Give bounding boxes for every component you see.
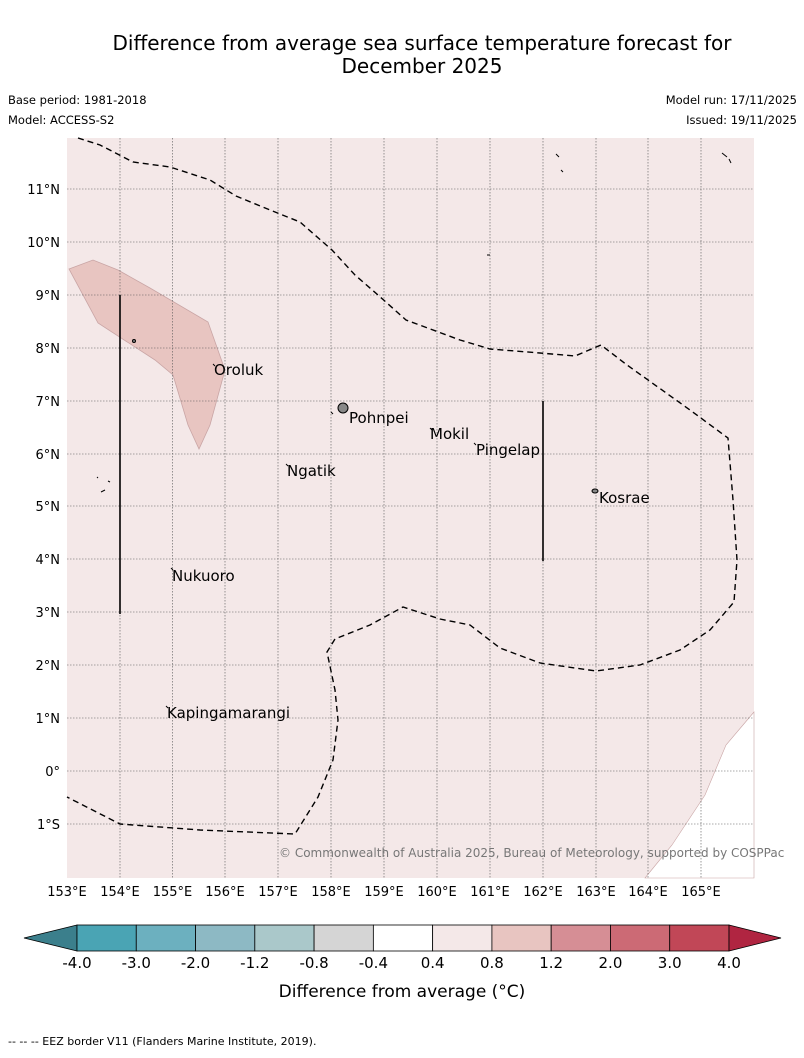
colorbar-cell (254, 924, 315, 952)
title-line-1: Difference from average sea surface temp… (112, 31, 732, 55)
colorbar-cell (550, 924, 611, 952)
lon-label: 154°E (100, 885, 140, 900)
colorbar-tick-label: 3.0 (658, 954, 682, 972)
eez-footnote: -- -- -- EEZ border V11 (Flanders Marine… (8, 1035, 317, 1048)
colorbar-over-arrow (728, 924, 782, 952)
place-label-kosrae: Kosrae (599, 489, 650, 507)
lon-label: 157°E (258, 885, 298, 900)
lon-label: 155°E (153, 885, 193, 900)
lat-label: 6°N (36, 448, 61, 463)
lon-label: 165°E (681, 885, 721, 900)
colorbar-cell (372, 924, 434, 952)
lat-label: 0° (45, 765, 60, 780)
colorbar-cell (76, 924, 137, 952)
lon-label: 158°E (311, 885, 351, 900)
no-data-area (644, 711, 755, 879)
lon-label: 163°E (576, 885, 616, 900)
colorbar-cell (195, 924, 256, 952)
lon-label: 161°E (470, 885, 510, 900)
colorbar-tick-label: 1.2 (539, 954, 563, 972)
pohnpei-island-icon (337, 402, 349, 414)
place-label-pohnpei: Pohnpei (349, 409, 409, 427)
lon-label: 164°E (628, 885, 668, 900)
lon-label: 160°E (417, 885, 457, 900)
warm-anomaly-patch (68, 259, 226, 450)
chart-title: Difference from average sea surface temp… (0, 32, 804, 78)
atoll-icon (132, 339, 136, 343)
place-label-pingelap: Pingelap (476, 441, 540, 459)
place-label-mokil: Mokil (430, 425, 469, 443)
colorbar-cell (432, 924, 493, 952)
lat-label: 5°N (36, 500, 61, 515)
colorbar-cell (610, 924, 671, 952)
lat-label: 9°N (36, 289, 61, 304)
place-label-nukuoro: Nukuoro (172, 567, 235, 585)
colorbar-under-arrow (23, 924, 78, 952)
colorbar-tick-label: -1.2 (240, 954, 269, 972)
map-background (67, 138, 754, 878)
colorbar-tick-label: -0.8 (299, 954, 328, 972)
base-period: Base period: 1981-2018 (8, 93, 147, 107)
colorbar-title: Difference from average (°C) (279, 982, 526, 1002)
lon-label: 153°E (47, 885, 87, 900)
colorbar-tick-label: -3.0 (122, 954, 151, 972)
colorbar-tick-label: -4.0 (62, 954, 91, 972)
place-label-ngatik: Ngatik (287, 462, 336, 480)
lat-label: 1°S (37, 818, 60, 833)
lon-label: 159°E (364, 885, 404, 900)
model-run: Model run: 17/11/2025 (665, 93, 797, 107)
place-label-kapingamarangi: Kapingamarangi (167, 704, 290, 722)
colorbar-tick-label: 0.4 (421, 954, 445, 972)
colorbar-tick-label: 0.8 (480, 954, 504, 972)
colorbar-tick-label: -2.0 (181, 954, 210, 972)
lat-label: 8°N (36, 342, 61, 357)
colorbar: -4.0 -3.0 -2.0 -1.2 -0.8 -0.4 0.4 0.8 1.2 2.0 3.0 4… (23, 924, 782, 972)
issued-date: Issued: 19/11/2025 (686, 113, 797, 127)
colorbar-tick-label: -0.4 (359, 954, 388, 972)
title-line-2: December 2025 (341, 54, 503, 78)
islands (132, 339, 599, 494)
lat-label: 2°N (36, 659, 61, 674)
lat-label: 10°N (27, 236, 60, 251)
colorbar-tick-label: 2.0 (599, 954, 623, 972)
lat-label: 4°N (36, 553, 61, 568)
graticule (67, 138, 754, 878)
small-islets (96, 152, 732, 709)
lon-label: 156°E (205, 885, 245, 900)
colorbar-cell (135, 924, 196, 952)
lat-label: 1°N (36, 712, 61, 727)
lat-label: 11°N (27, 183, 60, 198)
model-name: Model: ACCESS-S2 (8, 113, 115, 127)
kosrae-island-icon (591, 488, 599, 494)
lat-label: 3°N (36, 606, 61, 621)
colorbar-cell (313, 924, 374, 952)
eez-border (66, 137, 738, 835)
colorbar-tick-label: 4.0 (717, 954, 741, 972)
lat-label: 7°N (36, 395, 61, 410)
colorbar-cell (669, 924, 730, 952)
place-label-oroluk: Oroluk (214, 361, 263, 379)
colorbar-cell (491, 924, 552, 952)
lon-label: 162°E (523, 885, 563, 900)
copyright-notice: © Commonwealth of Australia 2025, Bureau… (279, 846, 784, 860)
